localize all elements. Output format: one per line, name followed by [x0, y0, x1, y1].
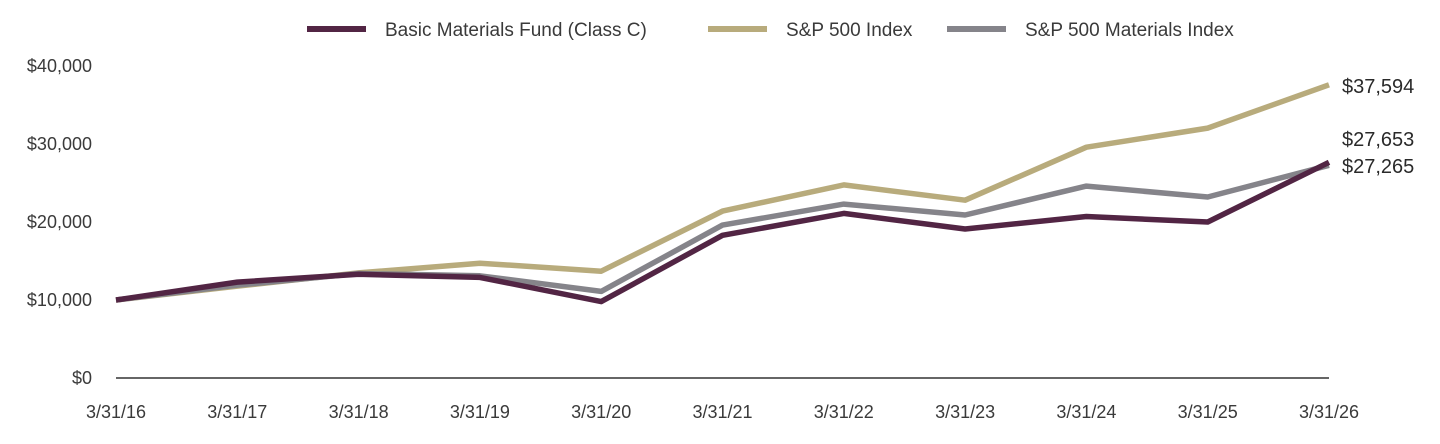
y-tick-label: $30,000: [27, 134, 92, 154]
x-tick-label: 3/31/20: [571, 402, 631, 422]
legend-label-basic-materials-fund-class-c: Basic Materials Fund (Class C): [385, 20, 647, 41]
x-tick-label: 3/31/22: [814, 402, 874, 422]
legend-label-s-p-500-materials-index: S&P 500 Materials Index: [1025, 20, 1234, 41]
x-tick-label: 3/31/25: [1178, 402, 1238, 422]
x-tick-label: 3/31/21: [692, 402, 752, 422]
x-tick-label: 3/31/17: [207, 402, 267, 422]
x-tick-label: 3/31/23: [935, 402, 995, 422]
y-tick-label: $0: [72, 368, 92, 388]
end-value-label-s-p-500-index: $37,594: [1342, 76, 1414, 98]
x-tick-label: 3/31/19: [450, 402, 510, 422]
legend-label-s-p-500-index: S&P 500 Index: [786, 20, 913, 41]
y-tick-label: $10,000: [27, 290, 92, 310]
x-tick-label: 3/31/24: [1056, 402, 1116, 422]
x-tick-label: 3/31/16: [86, 402, 146, 422]
end-value-label-s-p-500-materials-index: $27,265: [1342, 156, 1414, 178]
y-tick-label: $40,000: [27, 56, 92, 76]
y-tick-label: $20,000: [27, 212, 92, 232]
x-tick-label: 3/31/18: [329, 402, 389, 422]
end-value-label-basic-materials-fund-class-c: $27,653: [1342, 129, 1414, 151]
x-tick-label: 3/31/26: [1299, 402, 1359, 422]
series-line-basic-materials-fund-class-c: [115, 159, 1331, 305]
